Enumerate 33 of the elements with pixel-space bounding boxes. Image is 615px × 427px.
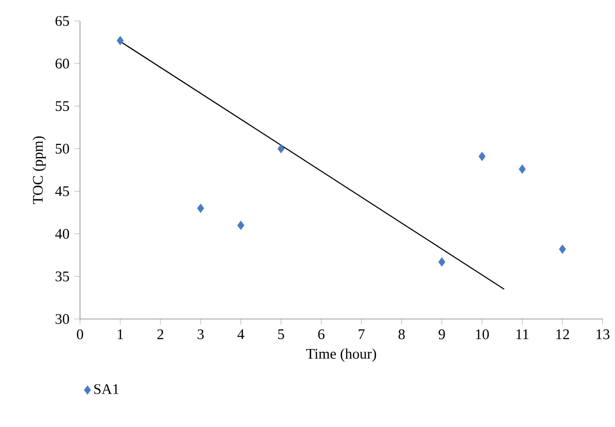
x-tick-label: 11	[516, 329, 528, 340]
point	[278, 144, 284, 154]
x-axis-title: Time (hour)	[306, 348, 376, 362]
x-tick-label: 2	[157, 329, 164, 340]
y-axis-title: TOC (ppm)	[32, 136, 46, 204]
y-tick-label: 55	[56, 101, 70, 112]
point	[197, 204, 204, 213]
point	[558, 244, 566, 254]
x-tick-label: 7	[358, 329, 365, 339]
x-tick-label: 12	[556, 329, 569, 340]
y-tick-label: 35	[56, 271, 70, 282]
y-tick-label: 40	[55, 228, 70, 239]
y-tick-label: 65	[56, 16, 70, 26]
x-tick-label: 5	[278, 329, 284, 340]
x-tick-label: 9	[438, 329, 445, 340]
x-tick-label: 0	[76, 329, 84, 340]
point	[518, 164, 526, 174]
x-tick-label: 4	[237, 329, 244, 340]
point	[237, 220, 244, 230]
point	[116, 36, 124, 46]
legend-label: SA1	[94, 384, 119, 394]
x-tick-label: 13	[596, 329, 610, 340]
x-tick-label: 3	[198, 329, 204, 340]
y-tick-label: 45	[55, 186, 70, 196]
point	[478, 152, 486, 161]
x-tick-label: 10	[476, 329, 489, 340]
x-tick-label: 8	[398, 329, 405, 340]
x-tick-label: 1	[118, 329, 123, 340]
y-tick-label: 50	[56, 144, 70, 154]
x-tick-label: 6	[318, 329, 324, 340]
point	[438, 257, 446, 266]
y-tick-label: 30	[56, 314, 70, 324]
y-tick-label: 60	[56, 58, 70, 69]
